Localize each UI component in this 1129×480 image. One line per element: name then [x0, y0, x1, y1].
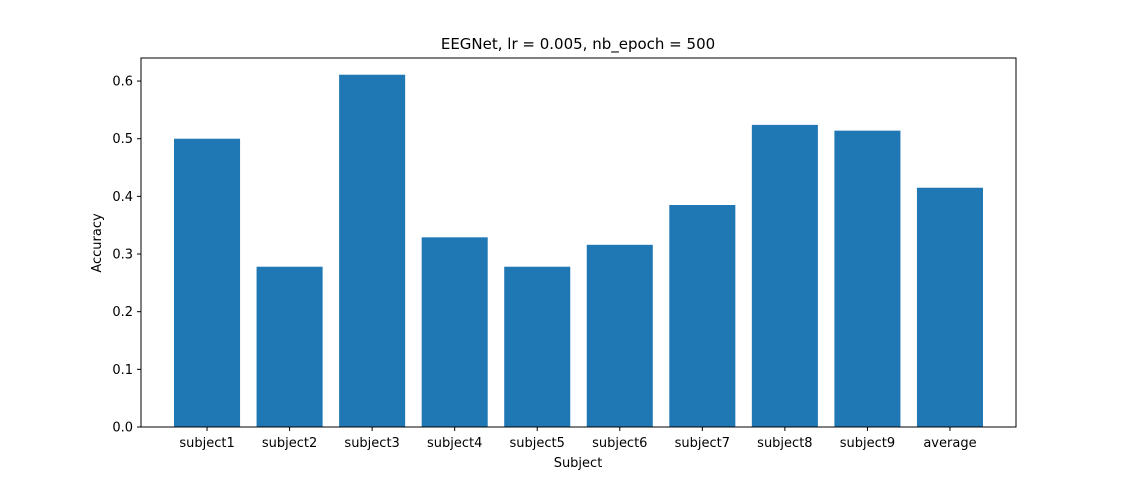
bar-subject6: [586, 244, 653, 427]
x-tick-label-subject3: subject3: [344, 436, 399, 451]
x-tick-label-subject7: subject7: [675, 436, 730, 451]
y-axis-label: Accuracy: [90, 213, 105, 273]
chart-title: EEGNet, lr = 0.005, nb_epoch = 500: [441, 35, 715, 54]
y-tick-label: 0.0: [112, 421, 133, 436]
bar-series: [174, 74, 983, 427]
y-tick-label: 0.2: [112, 305, 133, 320]
bar-subject5: [504, 266, 571, 427]
bar-subject4: [421, 237, 488, 427]
y-tick-label: 0.5: [112, 132, 133, 147]
bar-subject2: [256, 266, 323, 427]
bar-subject8: [751, 124, 818, 427]
x-tick-label-subject8: subject8: [757, 436, 812, 451]
x-tick-label-subject2: subject2: [262, 436, 317, 451]
bar-subject7: [669, 205, 736, 427]
x-tick-label-average: average: [923, 436, 976, 451]
x-tick-label-subject9: subject9: [840, 436, 895, 451]
x-tick-label-subject1: subject1: [179, 436, 234, 451]
y-axis: 0.0 0.1 0.2 0.3 0.4 0.5 0.6: [112, 75, 141, 436]
y-tick-label: 0.3: [112, 248, 133, 263]
bar-subject1: [174, 138, 241, 427]
y-tick-label: 0.6: [112, 75, 133, 90]
y-tick-label: 0.1: [112, 363, 133, 378]
x-tick-label-subject4: subject4: [427, 436, 482, 451]
bar-average: [916, 187, 983, 427]
x-tick-label-subject5: subject5: [510, 436, 565, 451]
x-axis-label: Subject: [554, 456, 603, 471]
bar-subject9: [834, 130, 901, 427]
x-tick-label-subject6: subject6: [592, 436, 647, 451]
bar-subject3: [339, 74, 406, 427]
x-axis: subject1 subject2 subject3 subject4 subject5…: [179, 427, 977, 451]
y-tick-label: 0.4: [112, 190, 133, 205]
plot-frame: [140, 57, 1017, 428]
